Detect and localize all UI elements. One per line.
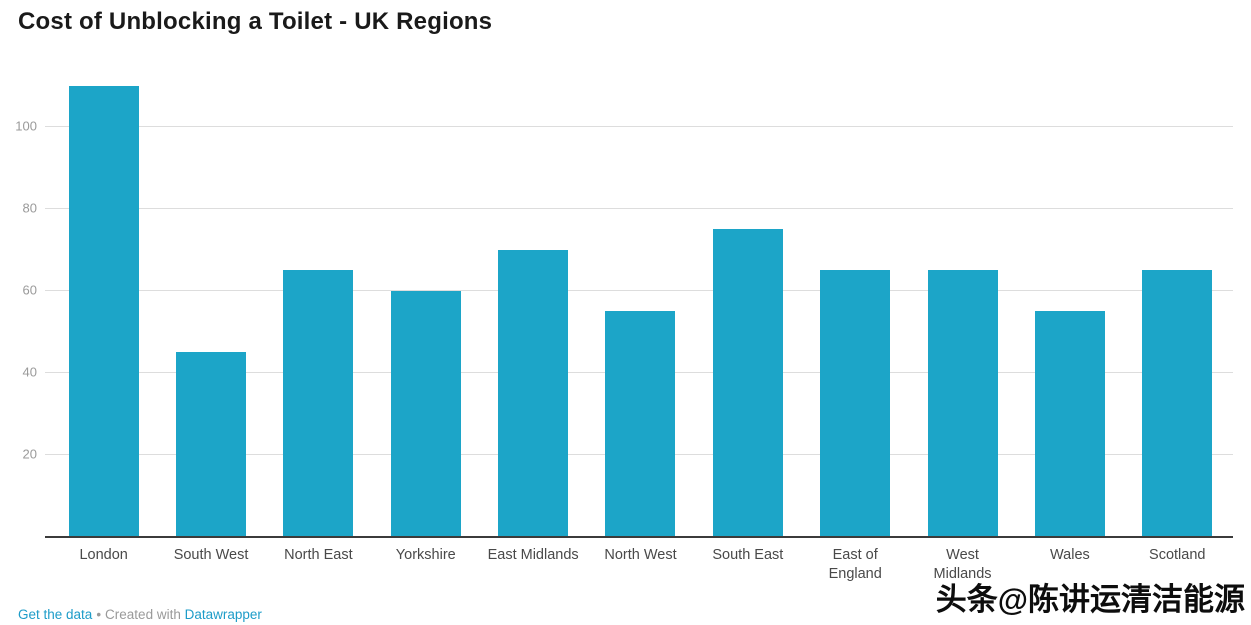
- bar: [176, 352, 247, 537]
- gridline: 60: [23, 282, 1233, 297]
- bar: [712, 229, 783, 537]
- y-tick-label: 40: [22, 364, 37, 380]
- x-axis-label: West Midlands: [933, 547, 992, 582]
- bar-slot: [909, 57, 1016, 537]
- bar: [390, 290, 461, 537]
- x-axis-label: East Midlands: [487, 547, 579, 563]
- x-axis-labels: London South West North East Yorkshire East …: [50, 546, 1231, 583]
- gridline: 80: [23, 200, 1233, 215]
- bar: [1034, 311, 1105, 537]
- x-axis-label: Yorkshire: [395, 547, 456, 563]
- bar: [68, 85, 139, 537]
- chart-title: Cost of Unblocking a Toilet - UK Regions: [18, 8, 493, 35]
- bar-slot: [157, 57, 264, 537]
- x-axis-label: South West: [173, 547, 249, 563]
- footer-separator: •: [96, 607, 102, 622]
- plot-area: 20 40 60 80 100 London South West North East Yo…: [15, 57, 1233, 582]
- bar: [498, 249, 569, 537]
- bar-slot: [587, 57, 694, 537]
- x-axis-label: Scotland: [1149, 547, 1206, 563]
- bar-slot: [479, 57, 586, 537]
- footer-created-with: Created with: [105, 607, 181, 622]
- bar-slot: [1124, 57, 1231, 537]
- x-axis-label: Wales: [1050, 547, 1090, 563]
- bar-slot: [50, 57, 157, 537]
- bar: [605, 311, 676, 537]
- watermark-text: 头条@陈讲运清洁能源: [935, 582, 1245, 617]
- y-tick-label: 100: [15, 118, 37, 134]
- y-tick-label: 20: [22, 446, 37, 462]
- y-tick-label: 80: [22, 200, 37, 216]
- get-the-data-link[interactable]: Get the data: [18, 607, 93, 622]
- x-axis-line: [45, 536, 1233, 538]
- bar-slot: [802, 57, 909, 537]
- x-axis-label: North East: [284, 547, 353, 563]
- chart-footer: Get the data • Created with Datawrapper: [18, 607, 262, 622]
- bar-slot: [372, 57, 479, 537]
- bar-slot: [265, 57, 372, 537]
- x-axis-label: East of England: [828, 547, 882, 582]
- y-tick-label: 60: [22, 282, 37, 298]
- bar: [1142, 270, 1213, 537]
- bar-slot: [1016, 57, 1123, 537]
- bar: [927, 270, 998, 537]
- x-axis-label: North West: [604, 547, 677, 563]
- datawrapper-link[interactable]: Datawrapper: [184, 607, 262, 622]
- bars: [50, 57, 1231, 537]
- gridline: 100: [15, 118, 1233, 133]
- bar: [283, 270, 354, 537]
- x-axis-label: South East: [712, 547, 784, 563]
- x-axis-label: London: [79, 547, 128, 563]
- bar-slot: [694, 57, 801, 537]
- bar: [820, 270, 891, 537]
